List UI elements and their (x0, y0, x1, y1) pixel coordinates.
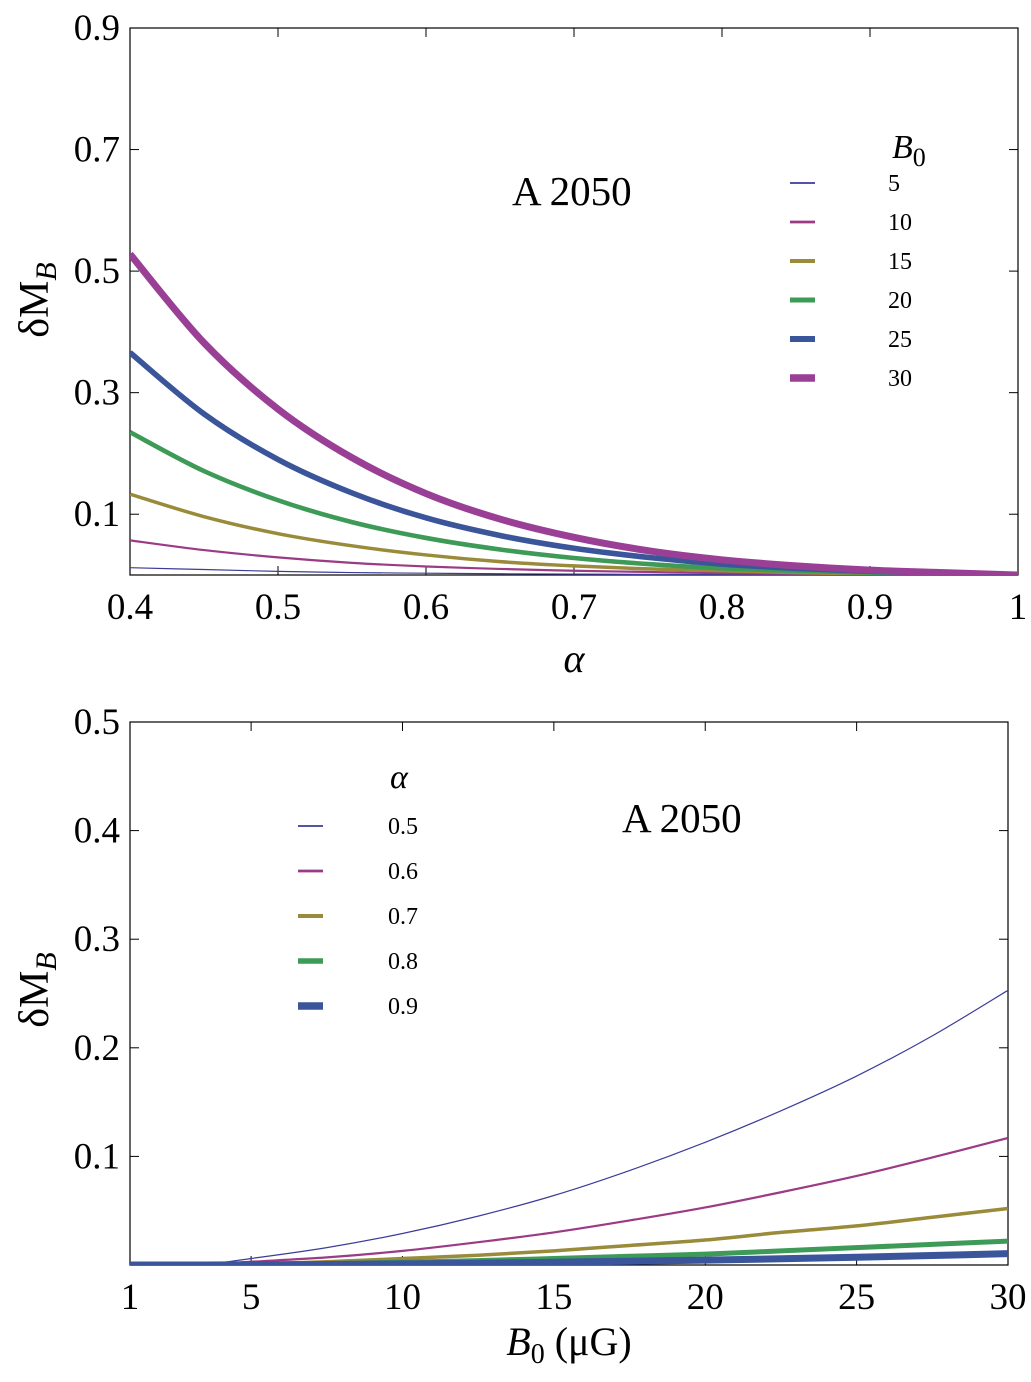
legend-label-15: 15 (888, 249, 912, 275)
x-axis-label: B0 (μG) (506, 1319, 631, 1370)
x-tick-label: 0.5 (255, 587, 301, 628)
legend-label-0.6: 0.6 (388, 859, 418, 885)
y-tick-label: 0.3 (74, 373, 120, 414)
y-tick-label: 0.2 (74, 1028, 120, 1069)
y-tick-label: 0.4 (74, 811, 120, 852)
legend-label-30: 30 (888, 366, 912, 392)
x-tick-label: 0.6 (403, 587, 449, 628)
legend-label-0.5: 0.5 (388, 814, 418, 840)
chart-1: 0.4 0.5 0.6 0.7 0.8 0.9 1 0.1 0.3 0.5 0.7 0.9 A 2050… (12, 8, 1027, 681)
y-tick-label: 0.1 (74, 1136, 120, 1177)
legend-label-0.7: 0.7 (388, 904, 418, 930)
legend: α 0.5 0.6 0.7 0.8 0.9 (298, 759, 418, 1020)
series-line-30 (130, 251, 1018, 575)
legend-label-25: 25 (888, 327, 912, 353)
chart-2: 1 5 10 15 20 25 300.10.20.30.40.5A 2050α0.50.6… (12, 702, 1027, 1370)
series-line-25 (130, 350, 1018, 575)
x-tick-label: 15 (535, 1277, 572, 1318)
legend-label-5: 5 (888, 171, 900, 197)
y-tick-label: 0.3 (74, 919, 120, 960)
x-axis-label: α (564, 636, 586, 681)
x-tick-label: 5 (242, 1277, 261, 1318)
series-group (130, 251, 1018, 575)
x-tick-label: 30 (990, 1277, 1027, 1318)
y-tick-label: 0.7 (74, 130, 120, 171)
x-tick-label: 20 (687, 1277, 724, 1318)
legend-label-0.8: 0.8 (388, 949, 418, 975)
chart-annotation: A 2050 (622, 795, 742, 841)
legend-title: α (390, 759, 409, 796)
y-tick-label: 0.9 (74, 8, 120, 49)
x-tick-label: 0.7 (551, 587, 597, 628)
plot-frame (129, 721, 1009, 1266)
x-tick-label: 0.9 (847, 587, 893, 628)
x-tick-label: 1 (121, 1277, 140, 1318)
x-tick-label: 10 (384, 1277, 421, 1318)
y-tick-label: 0.1 (74, 494, 120, 535)
series-line-0.9 (130, 1250, 1008, 1265)
legend-label-20: 20 (888, 288, 912, 314)
y-tick-label: 0.5 (74, 251, 120, 292)
x-tick-label: 0.4 (107, 587, 153, 628)
series-line-0.5 (130, 989, 1008, 1265)
x-tick-label: 0.8 (699, 587, 745, 628)
y-axis-label: δMB (12, 262, 63, 337)
x-tick-label: 25 (838, 1277, 875, 1318)
y-axis-label: δMB (12, 952, 63, 1027)
series-group (130, 989, 1008, 1265)
legend: B05 10 15 20 25 30 (790, 129, 926, 392)
chart-annotation: A 2050 (512, 168, 632, 214)
x-tick-label: 1 (1009, 587, 1028, 628)
legend-title: B0 (892, 129, 926, 172)
y-tick-label: 0.5 (74, 702, 120, 743)
legend-label-0.9: 0.9 (388, 994, 418, 1020)
legend-label-10: 10 (888, 210, 912, 236)
